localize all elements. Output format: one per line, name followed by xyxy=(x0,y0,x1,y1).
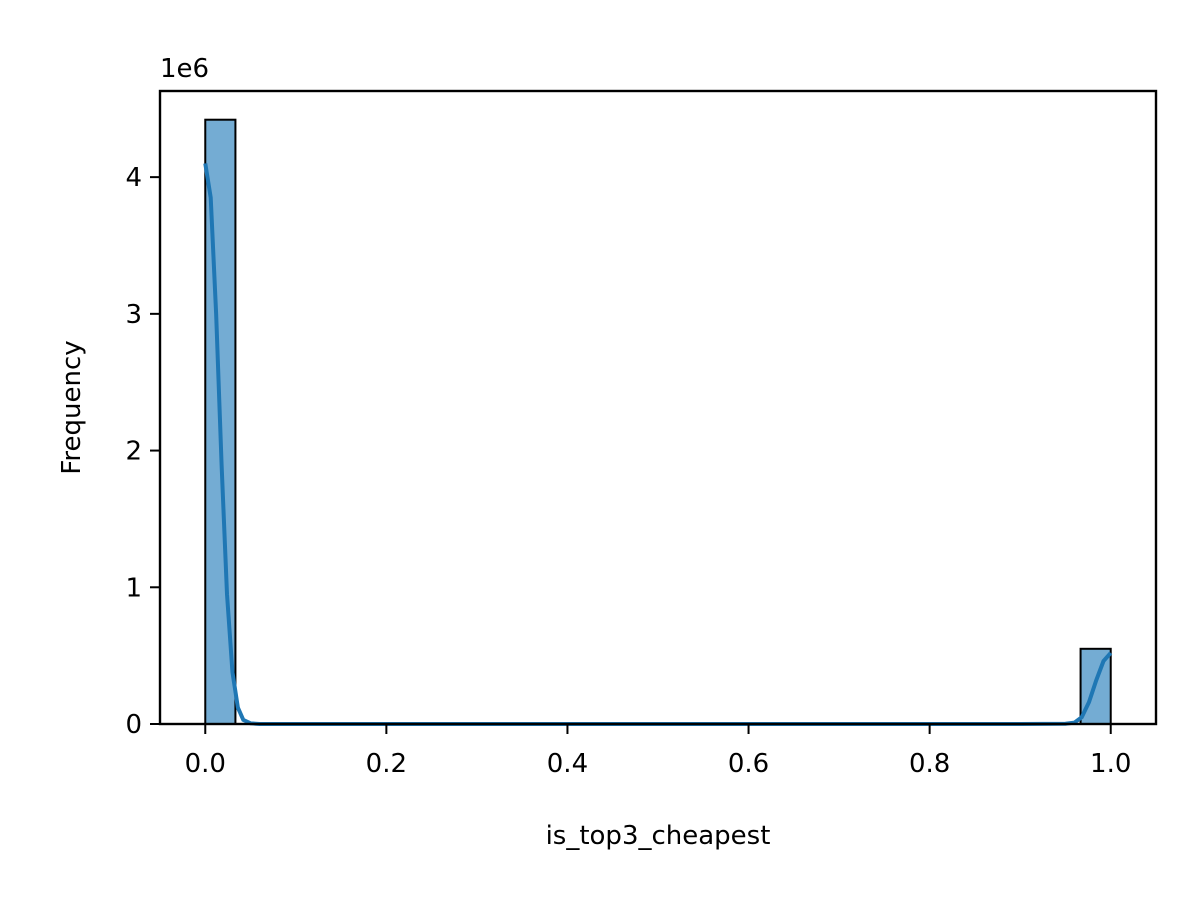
kde-line xyxy=(203,163,1113,726)
y-tick-label: 0 xyxy=(125,710,142,740)
x-tick-label: 0.2 xyxy=(366,749,407,779)
bars-group xyxy=(204,118,1112,726)
x-axis-label: is_top3_cheapest xyxy=(546,821,771,851)
y-tick-label: 3 xyxy=(125,300,142,330)
x-tick-label: 0.6 xyxy=(728,749,769,779)
x-tick-label: 0.8 xyxy=(909,749,950,779)
y-tick-label: 2 xyxy=(125,437,142,467)
y-tick-label: 4 xyxy=(125,163,142,193)
y-axis-ticks: 0 1 2 3 4 xyxy=(125,163,160,740)
x-axis-ticks: 0.0 0.2 0.4 0.6 0.8 1.0 xyxy=(185,724,1131,779)
y-offset-label: 1e6 xyxy=(160,54,209,84)
y-axis-label: Frequency xyxy=(57,340,87,474)
x-tick-label: 0.0 xyxy=(185,749,226,779)
y-tick-label: 1 xyxy=(125,573,142,603)
plot-frame xyxy=(158,89,1158,726)
x-tick-label: 1.0 xyxy=(1090,749,1131,779)
x-tick-label: 0.4 xyxy=(547,749,588,779)
